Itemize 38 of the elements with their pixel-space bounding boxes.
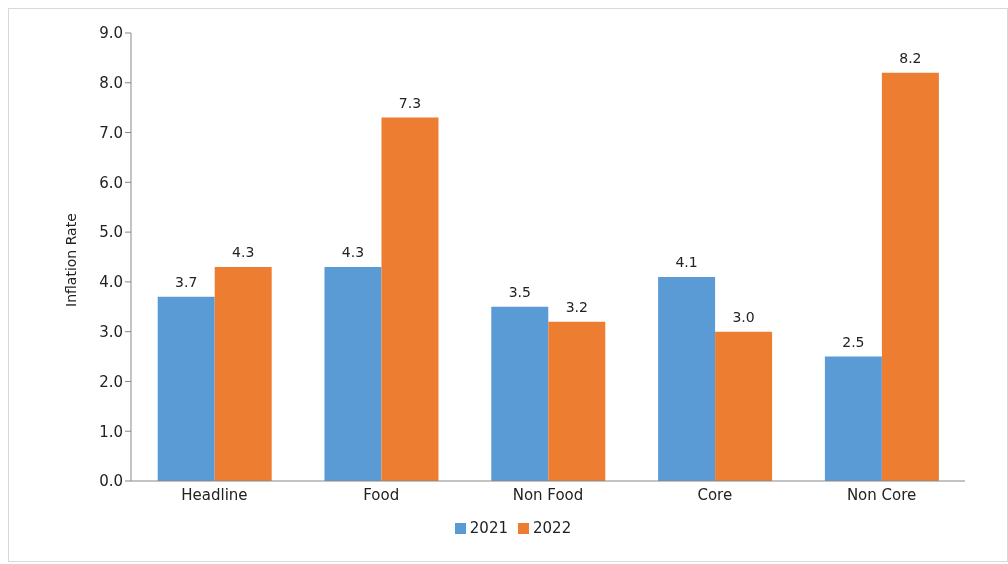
data-label: 7.3: [398, 94, 422, 111]
data-label: 2.5: [842, 333, 865, 350]
data-label: 4.3: [232, 243, 255, 260]
data-label: 4.1: [675, 253, 698, 270]
data-label: 3.7: [175, 273, 198, 290]
y-axis-title: Inflation Rate: [62, 213, 79, 307]
y-tick-label: 9.0: [99, 24, 123, 43]
data-label: 8.2: [899, 49, 922, 66]
bar: [381, 117, 439, 481]
data-label: 3.2: [565, 298, 588, 315]
bar: [548, 321, 606, 481]
y-tick-label: 4.0: [99, 273, 123, 292]
bar: [715, 331, 773, 481]
bar: [824, 356, 882, 481]
legend-label: 2021: [469, 519, 508, 537]
x-tick-label: Non Food: [512, 485, 584, 504]
y-tick-label: 1.0: [99, 422, 123, 441]
y-tick-label: 5.0: [99, 223, 123, 242]
data-label: 3.0: [732, 308, 755, 325]
bar: [157, 296, 215, 481]
x-tick-label: Core: [697, 485, 733, 504]
data-label: 3.5: [508, 283, 531, 300]
y-tick-label: 8.0: [99, 74, 123, 93]
bar: [881, 72, 939, 481]
y-tick-label: 3.0: [99, 322, 123, 341]
bar: [491, 306, 549, 481]
y-tick-label: 6.0: [99, 173, 123, 192]
y-tick-label: 2.0: [99, 372, 123, 391]
y-tick-label: 0.0: [99, 472, 123, 491]
x-tick-label: Non Core: [846, 485, 917, 504]
legend-label: 2022: [533, 519, 572, 537]
bar: [214, 266, 272, 481]
data-label: 4.3: [341, 243, 365, 260]
x-tick-label: Headline: [181, 485, 248, 504]
bar: [324, 266, 382, 481]
y-tick-label: 7.0: [99, 123, 123, 142]
x-tick-label: Food: [363, 485, 400, 504]
bar: [658, 276, 716, 481]
